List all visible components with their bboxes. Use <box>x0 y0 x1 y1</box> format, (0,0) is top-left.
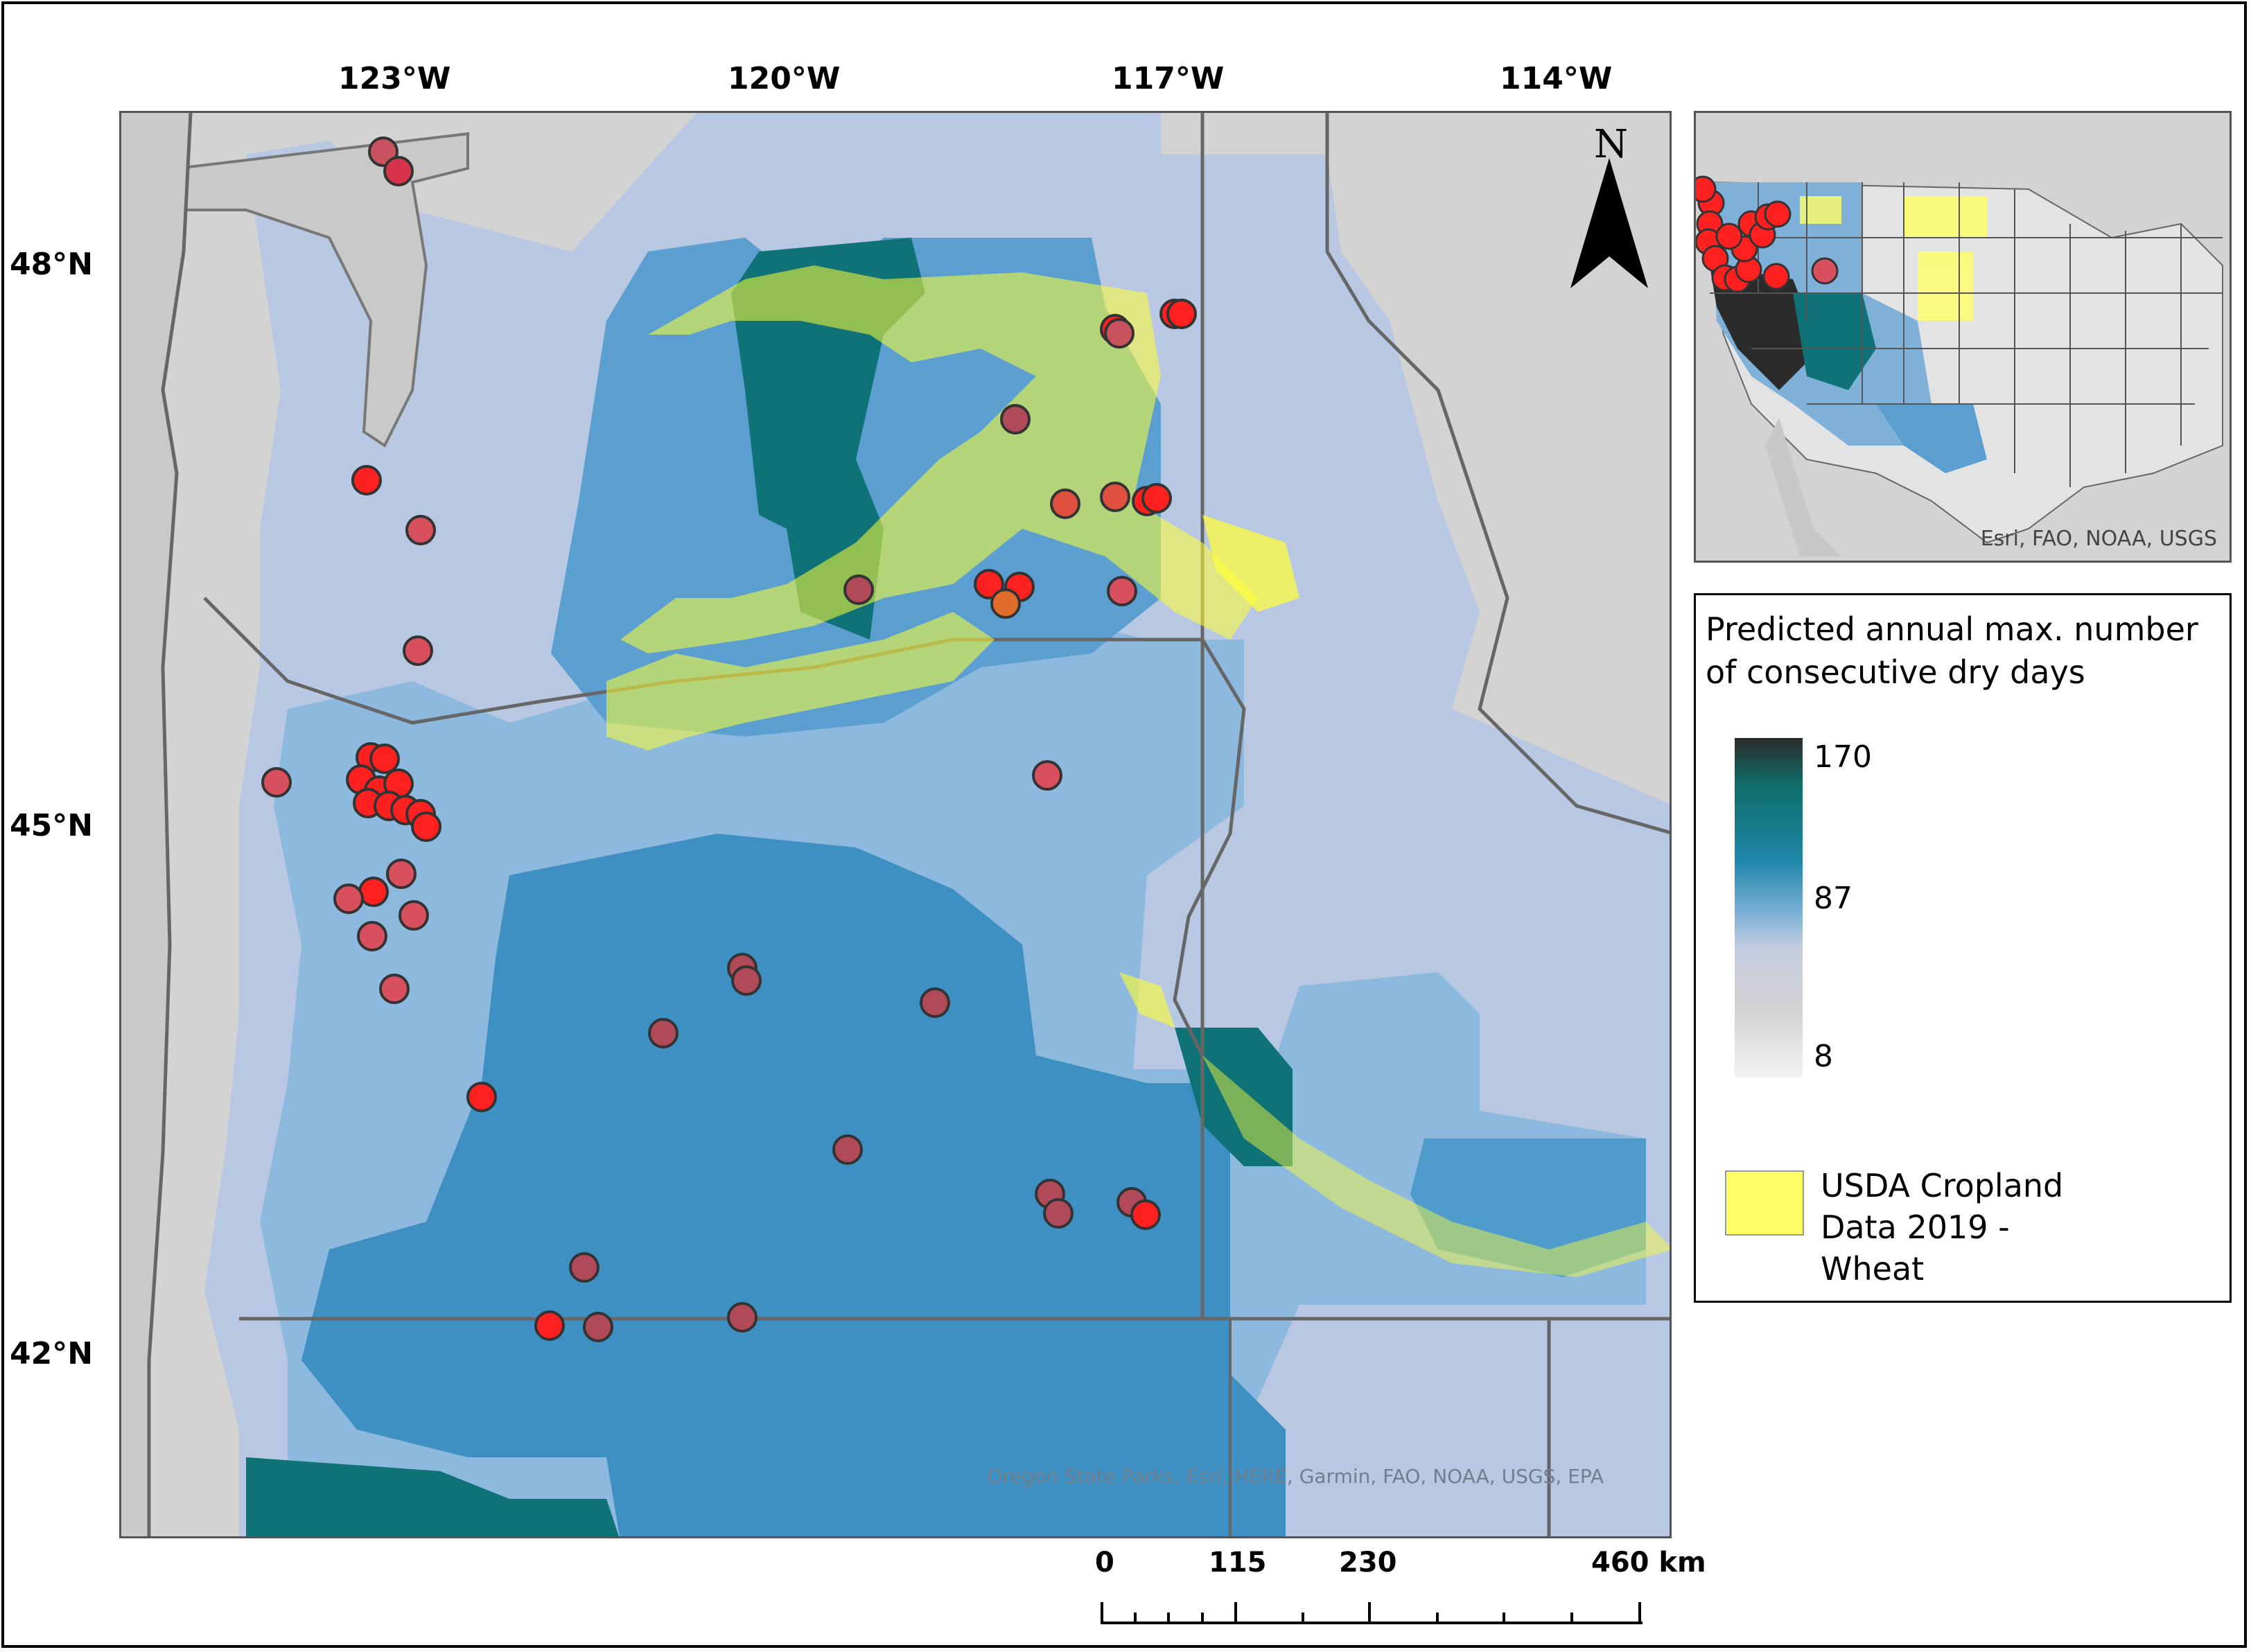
inset-map[interactable]: Esri, FAO, NOAA, USGS <box>1694 111 2232 563</box>
legend-color-ramp <box>1735 738 1803 1078</box>
lon-label-117w: 117°W <box>1112 61 1225 96</box>
main-map[interactable] <box>119 111 1672 1538</box>
map-attribution: Oregon State Parks, Esri, HERE, Garmin, … <box>987 1465 1604 1488</box>
zone-dark-california <box>246 1457 619 1536</box>
inset-attribution: Esri, FAO, NOAA, USGS <box>1980 527 2217 551</box>
scale-label-230: 230 <box>1339 1547 1397 1579</box>
lon-label-114w: 114°W <box>1500 61 1613 96</box>
north-letter: N <box>1594 122 1628 167</box>
coastline <box>147 113 193 1536</box>
lat-label-42n: 42°N <box>10 1336 94 1371</box>
legend-wheat-swatch <box>1725 1170 1804 1236</box>
zone-mid-oregon <box>301 834 1286 1536</box>
north-arrow-icon <box>1570 158 1648 288</box>
id-mt-border <box>1325 113 1670 834</box>
ramp-tick-87: 87 <box>1814 881 1853 916</box>
inset-state-borders <box>1710 182 2223 487</box>
lon-label-120w: 120°W <box>728 61 841 96</box>
scale-bar-lines <box>1101 1602 1643 1624</box>
scale-label-0: 0 <box>1095 1547 1114 1579</box>
ramp-tick-8: 8 <box>1814 1039 1833 1074</box>
ramp-tick-170: 170 <box>1814 739 1872 775</box>
inset-zone-sw-dark <box>1793 293 1876 390</box>
legend: Predicted annual max. number of consecut… <box>1694 593 2232 1303</box>
lon-label-123w: 123°W <box>338 61 451 96</box>
inset-baja <box>1765 418 1841 556</box>
lat-label-48n: 48°N <box>10 247 94 282</box>
inset-site-markers <box>1696 175 1839 293</box>
scale-label-460: 460 km <box>1591 1547 1706 1579</box>
scale-label-115: 115 <box>1209 1547 1267 1579</box>
zone-mid-idaho <box>1410 1139 1646 1277</box>
site-markers <box>261 137 1197 1342</box>
legend-wheat-label: USDA Cropland Data 2019 - Wheat <box>1821 1167 2064 1288</box>
or-id-border <box>1173 638 1246 1057</box>
inset-zone-tx <box>1876 404 1987 473</box>
scale-bar: 0 115 230 460 km <box>1095 1547 1706 1630</box>
inset-zone-ca-dark <box>1710 265 1821 390</box>
lat-label-45n: 45°N <box>10 808 94 843</box>
puget-sound <box>175 132 469 448</box>
legend-title: Predicted annual max. number of consecut… <box>1706 610 2198 691</box>
inset-wheat <box>1800 196 1987 321</box>
inset-map-svg <box>1696 113 2230 561</box>
pacific-ocean <box>121 113 191 1536</box>
main-map-svg <box>121 113 1670 1536</box>
wheat-cropland <box>606 265 1670 1277</box>
